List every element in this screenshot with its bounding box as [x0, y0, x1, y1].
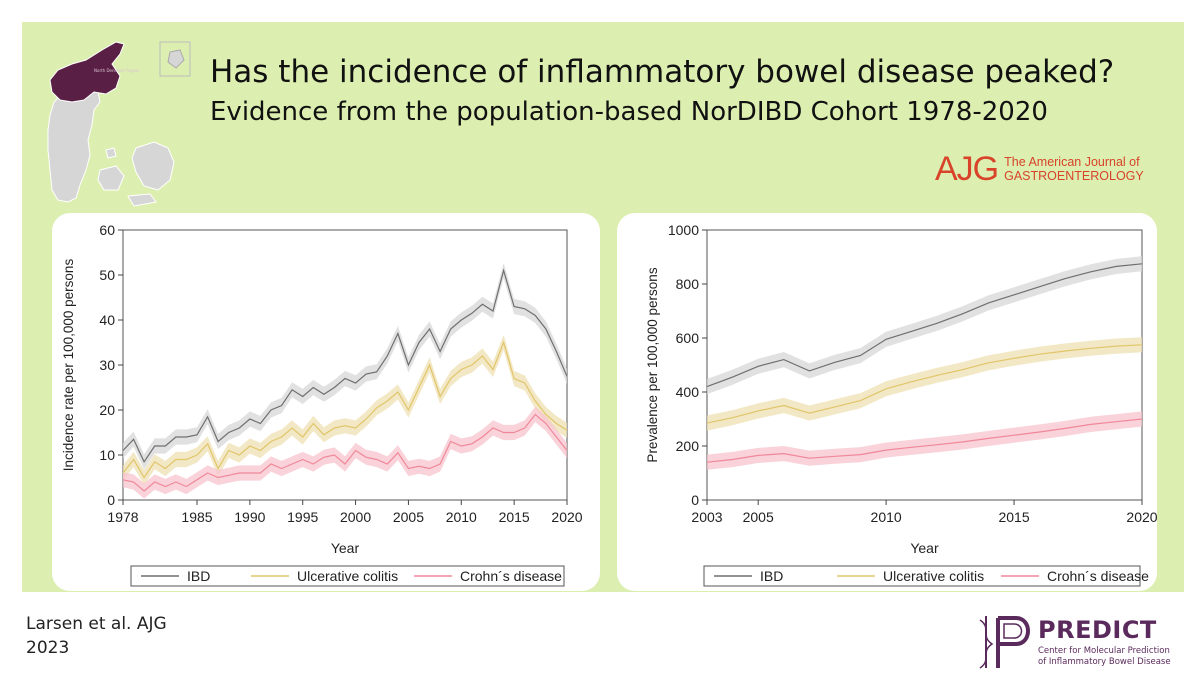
ajg-line1: The American Journal of: [1004, 155, 1140, 169]
y-tick-label: 10: [99, 447, 115, 463]
y-tick-label: 0: [107, 492, 115, 508]
x-tick-label: 2000: [340, 509, 371, 525]
page-title: Has the incidence of inflammatory bowel …: [210, 54, 1115, 90]
bornholm-shape: [167, 49, 185, 69]
jutland-shape: [47, 87, 101, 203]
legend-label-ibd: IBD: [760, 568, 783, 584]
series-line-crohn-s-disease: [122, 413, 568, 492]
predict-name: PREDICT: [1038, 616, 1157, 644]
band-ibd: [123, 262, 567, 470]
x-tick-label: 2015: [499, 509, 530, 525]
ajg-mark: AJG: [935, 150, 999, 188]
citation: Larsen et al. AJG 2023: [26, 612, 167, 660]
x-tick-label: 2005: [393, 509, 424, 525]
funen-shape: [97, 165, 125, 191]
x-tick-label: 2020: [551, 509, 582, 525]
denmark-map: North Denmark Region: [28, 30, 198, 210]
y-tick-label: 600: [676, 330, 700, 346]
x-tick-label: 1990: [234, 509, 265, 525]
band-ulcerative-colitis: [707, 337, 1142, 431]
band-crohn-s-disease: [123, 406, 567, 499]
x-tick-label: 2010: [446, 509, 477, 525]
y-axis-label: Prevalence per 100,000 persons: [645, 267, 660, 462]
north-denmark-region-shape: [49, 41, 125, 103]
legend-label-ulcerative-colitis: Ulcerative colitis: [883, 568, 984, 584]
prevalence-chart-card: 0 200 400 600 800 1000 2003 2005 2010 2015 2020 Yea…: [617, 213, 1157, 591]
y-tick-label: 800: [676, 276, 700, 292]
predict-sub2: of Inflammatory Bowel Disease: [1038, 657, 1171, 667]
series-line-ulcerative-colitis: [706, 344, 1143, 424]
map-region-label: North Denmark Region: [94, 68, 140, 73]
incidence-chart-card: 0 10 20 30 40 50 60 1978 1985 1990 1995 2000 2005 201…: [52, 213, 600, 591]
x-tick-label: 1995: [287, 509, 318, 525]
title-block: Has the incidence of inflammatory bowel …: [210, 52, 1180, 130]
page-subtitle: Evidence from the population-based NorDI…: [210, 97, 1048, 127]
series-line-ibd: [706, 263, 1143, 388]
y-tick-label: 0: [691, 492, 699, 508]
series-line-ulcerative-colitis: [122, 340, 568, 479]
zealand-shape: [131, 141, 175, 191]
predict-logo-icon: [979, 616, 1030, 669]
y-tick-label: 20: [99, 402, 115, 418]
x-axis-label: Year: [331, 540, 360, 556]
y-tick-label: 1000: [668, 222, 699, 238]
x-tick-label: 2003: [691, 509, 722, 525]
band-ibd: [707, 256, 1142, 395]
y-tick-label: 60: [99, 222, 115, 238]
x-axis-label: Year: [910, 540, 939, 556]
x-tick-label: 1985: [181, 509, 212, 525]
band-ulcerative-colitis: [123, 334, 567, 486]
series-line-ibd: [122, 268, 568, 464]
predict-logo: PREDICT Center for Molecular Prediction …: [976, 612, 1176, 672]
legend-label-ulcerative-colitis: Ulcerative colitis: [297, 568, 398, 584]
y-tick-label: 50: [99, 267, 115, 283]
ajg-line2: GASTROENTEROLOGY: [1004, 169, 1144, 183]
prevalence-chart: 0 200 400 600 800 1000 2003 2005 2010 2015 2020 Yea…: [645, 222, 1157, 587]
legend-label-crohn-s-disease: Crohn´s disease: [460, 568, 562, 584]
citation-line1: Larsen et al. AJG: [26, 614, 167, 634]
y-axis-label: Incidence rate per 100,000 persons: [61, 259, 76, 472]
x-tick-label: 2010: [871, 509, 902, 525]
band-crohn-s-disease: [707, 411, 1142, 470]
x-tick-label: 2005: [743, 509, 774, 525]
x-tick-label: 2015: [998, 509, 1029, 525]
legend-label-ibd: IBD: [187, 568, 210, 584]
y-tick-label: 200: [676, 438, 700, 454]
x-tick-label: 2020: [1126, 509, 1157, 525]
legend-box: [703, 565, 1141, 587]
predict-subtitle: Center for Molecular Prediction of Infla…: [1038, 646, 1171, 668]
y-tick-label: 400: [676, 384, 700, 400]
y-tick-label: 30: [99, 357, 115, 373]
x-tick-label: 1978: [107, 509, 138, 525]
citation-line2: 2023: [26, 638, 70, 658]
incidence-chart: 0 10 20 30 40 50 60 1978 1985 1990 1995 2000 2005 201…: [61, 222, 583, 587]
legend-box: [130, 565, 565, 587]
legend-label-crohn-s-disease: Crohn´s disease: [1047, 568, 1149, 584]
ajg-journal-name: The American Journal of GASTROENTEROLOGY: [1004, 155, 1144, 183]
ajg-logo: AJG The American Journal of GASTROENTERO…: [935, 152, 1144, 186]
predict-sub1: Center for Molecular Prediction: [1038, 646, 1170, 656]
series-line-crohn-s-disease: [706, 418, 1143, 463]
y-tick-label: 40: [99, 312, 115, 328]
